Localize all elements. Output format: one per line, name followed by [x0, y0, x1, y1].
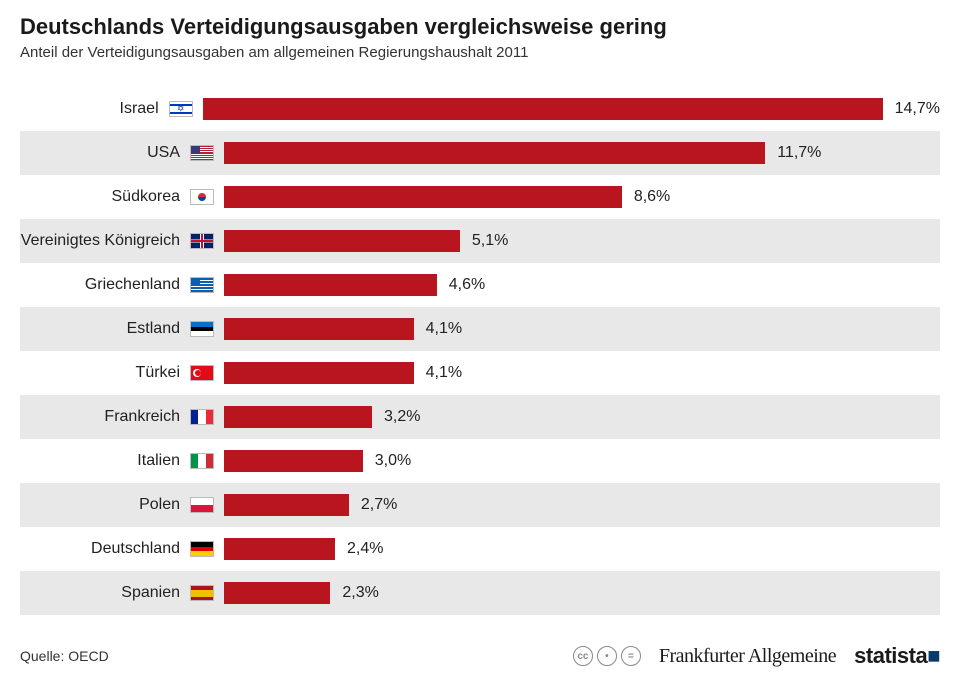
country-label: Südkorea: [112, 188, 181, 206]
bar-area: 14,7%: [203, 87, 940, 131]
chart-row: Estland 4,1%: [20, 307, 940, 351]
country-label: Deutschland: [91, 540, 180, 558]
chart-subtitle: Anteil der Verteidigungsausgaben am allg…: [20, 44, 940, 61]
bar-value: 3,2%: [384, 408, 420, 426]
row-label-area: Frankreich: [20, 408, 224, 426]
bar-area: 2,4%: [224, 527, 940, 571]
cc-badge-icon: cc: [573, 646, 593, 666]
row-label-area: USA: [20, 144, 224, 162]
country-label: Italien: [137, 452, 180, 470]
row-label-area: Israel ✡: [20, 100, 203, 118]
chart-row: Vereinigtes Königreich 5,1%: [20, 219, 940, 263]
bar: [224, 406, 372, 428]
flag-icon: [190, 585, 214, 601]
chart-row: Türkei 4,1%: [20, 351, 940, 395]
chart-row: Israel ✡ 14,7%: [20, 87, 940, 131]
brand-faz: Frankfurter Allgemeine: [659, 645, 836, 668]
bar: [224, 450, 363, 472]
country-label: Griechenland: [85, 276, 180, 294]
bar-area: 8,6%: [224, 175, 940, 219]
country-label: Polen: [139, 496, 180, 514]
bar: [203, 98, 883, 120]
flag-icon: [190, 541, 214, 557]
flag-icon: [190, 145, 214, 161]
bar-area: 3,0%: [224, 439, 940, 483]
source-label: Quelle: OECD: [20, 648, 109, 664]
bar-value: 2,4%: [347, 540, 383, 558]
bar: [224, 538, 335, 560]
bar-area: 4,6%: [224, 263, 940, 307]
bar-value: 4,1%: [426, 364, 462, 382]
bar-value: 2,7%: [361, 496, 397, 514]
chart-title: Deutschlands Verteidigungsausgaben vergl…: [20, 14, 940, 40]
country-label: Israel: [120, 100, 159, 118]
row-label-area: Spanien: [20, 584, 224, 602]
bar: [224, 274, 437, 296]
bar-area: 4,1%: [224, 351, 940, 395]
bar-value: 8,6%: [634, 188, 670, 206]
flag-icon: [190, 365, 214, 381]
flag-icon: [190, 277, 214, 293]
bar: [224, 230, 460, 252]
bar-value: 4,1%: [426, 320, 462, 338]
chart-row: Frankreich 3,2%: [20, 395, 940, 439]
footer-right: cc•= Frankfurter Allgemeine statista■: [573, 643, 940, 669]
bar: [224, 362, 414, 384]
bar-value: 14,7%: [895, 100, 940, 118]
footer: Quelle: OECD cc•= Frankfurter Allgemeine…: [0, 631, 960, 683]
row-label-area: Polen: [20, 496, 224, 514]
flag-icon: [190, 321, 214, 337]
row-label-area: Griechenland: [20, 276, 224, 294]
chart-row: Polen 2,7%: [20, 483, 940, 527]
bar: [224, 142, 765, 164]
bar-area: 5,1%: [224, 219, 940, 263]
chart-row: Südkorea 8,6%: [20, 175, 940, 219]
flag-icon: [190, 453, 214, 469]
chart-row: Griechenland 4,6%: [20, 263, 940, 307]
chart-row: USA 11,7%: [20, 131, 940, 175]
bar-value: 3,0%: [375, 452, 411, 470]
country-label: Vereinigtes Königreich: [21, 232, 180, 250]
bar-area: 2,3%: [224, 571, 940, 615]
bar-area: 3,2%: [224, 395, 940, 439]
chart-row: Italien 3,0%: [20, 439, 940, 483]
row-label-area: Italien: [20, 452, 224, 470]
flag-icon: [190, 409, 214, 425]
bar-value: 4,6%: [449, 276, 485, 294]
bar-chart: Israel ✡ 14,7% USA 11,7% Südkorea 8,6% Vereinig…: [0, 69, 960, 615]
bar-value: 2,3%: [342, 584, 378, 602]
bar: [224, 582, 330, 604]
brand-statista: statista■: [854, 643, 940, 669]
bar-area: 11,7%: [224, 131, 940, 175]
country-label: Estland: [127, 320, 180, 338]
country-label: Türkei: [136, 364, 180, 382]
header: Deutschlands Verteidigungsausgaben vergl…: [0, 0, 960, 69]
row-label-area: Deutschland: [20, 540, 224, 558]
flag-icon: [190, 497, 214, 513]
bar-value: 11,7%: [777, 144, 821, 162]
bar-value: 5,1%: [472, 232, 508, 250]
country-label: Spanien: [121, 584, 180, 602]
cc-badge-icon: •: [597, 646, 617, 666]
flag-icon: [190, 189, 214, 205]
row-label-area: Vereinigtes Königreich: [20, 232, 224, 250]
chart-row: Spanien 2,3%: [20, 571, 940, 615]
row-label-area: Türkei: [20, 364, 224, 382]
bar: [224, 494, 349, 516]
cc-badge-icon: =: [621, 646, 641, 666]
cc-icons: cc•=: [573, 646, 641, 666]
flag-icon: [190, 233, 214, 249]
flag-icon: ✡: [169, 101, 193, 117]
bar: [224, 318, 414, 340]
country-label: Frankreich: [104, 408, 180, 426]
bar-area: 4,1%: [224, 307, 940, 351]
bar-area: 2,7%: [224, 483, 940, 527]
row-label-area: Südkorea: [20, 188, 224, 206]
chart-row: Deutschland 2,4%: [20, 527, 940, 571]
row-label-area: Estland: [20, 320, 224, 338]
country-label: USA: [147, 144, 180, 162]
bar: [224, 186, 622, 208]
